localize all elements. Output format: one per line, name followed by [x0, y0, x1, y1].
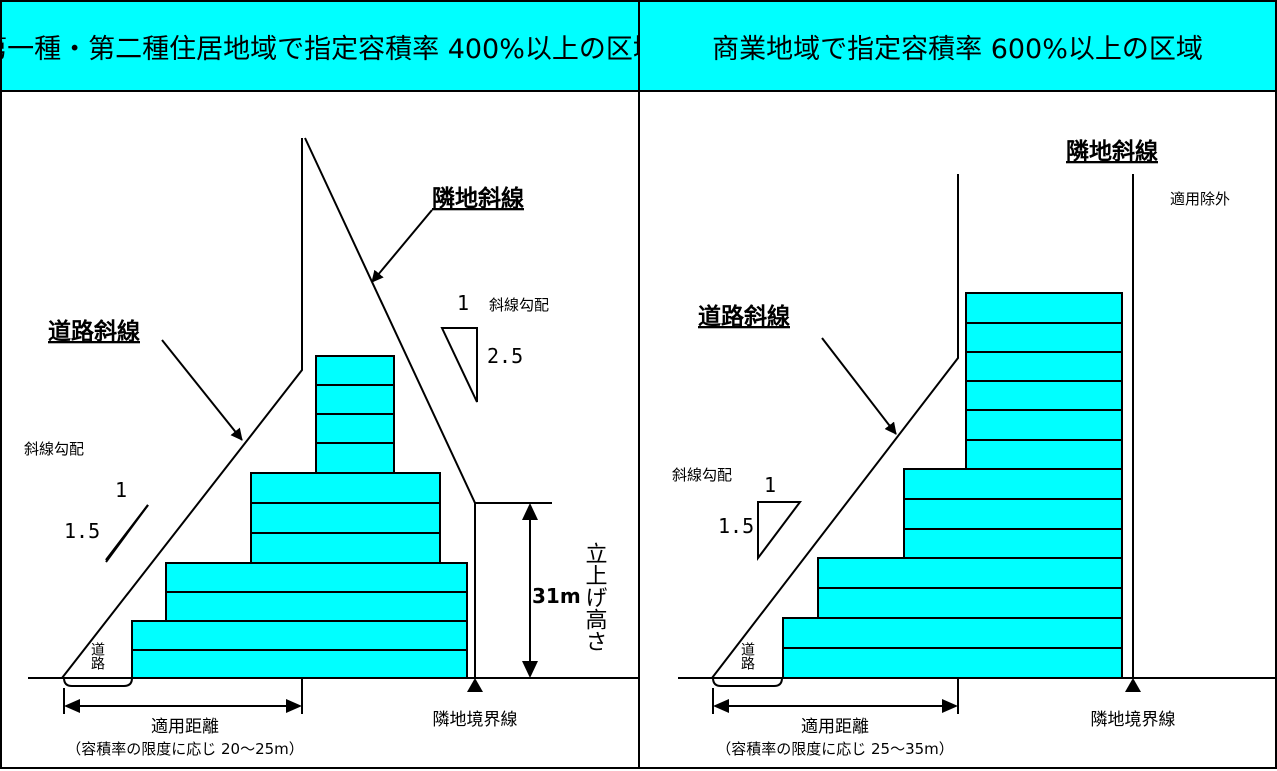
rise-height-arrow-down — [522, 661, 538, 678]
slope-label-left: 斜線勾配 — [24, 440, 84, 458]
boundary-label: 隣地境界線 — [1091, 710, 1176, 730]
road-slant-label: 道路斜線 — [48, 318, 140, 345]
building-floor — [165, 562, 468, 593]
road-brace — [712, 677, 783, 687]
neighbor-slant-label: 隣地斜線 — [432, 185, 524, 212]
applied-distance-note: （容積率の限度に応じ 25～35m） — [716, 740, 954, 758]
building-floor — [315, 413, 395, 444]
road-slope-rise: 1 — [764, 473, 776, 497]
building-floor — [250, 472, 441, 504]
panel-header: 第一種・第二種住居地域で指定容積率 400%以上の区域 — [0, 2, 660, 92]
road-slope-hypotenuse — [105, 504, 149, 561]
building-floor — [903, 468, 1123, 500]
building-floor — [131, 649, 468, 679]
neighbor-slant-label: 隣地斜線 — [1066, 138, 1158, 165]
building-floor — [965, 380, 1123, 411]
building-floor — [315, 355, 395, 386]
building-floor — [165, 591, 468, 622]
diagram-commercial: 道路斜線 隣地斜線 適用除外 斜線勾配 1 1.5 道路 適用距離 （容積率の限… — [672, 138, 1275, 758]
road-slant-line — [61, 138, 303, 679]
neighbor-slant-callout-arrow — [371, 209, 433, 283]
slope-label: 斜線勾配 — [672, 466, 732, 484]
building-floor — [965, 439, 1123, 470]
building-floor — [903, 528, 1123, 559]
applied-distance-label: 適用距離 — [801, 717, 869, 737]
road-slope-run: 1.5 — [64, 519, 100, 543]
boundary-label: 隣地境界線 — [433, 710, 518, 730]
road-slope-triangle — [757, 501, 802, 561]
exclusion-label: 適用除外 — [1170, 190, 1230, 208]
road-brace — [63, 677, 133, 687]
neighbor-slope-run: 2.5 — [487, 344, 523, 368]
road-slope-rise: 1 — [115, 478, 127, 502]
applied-distance-note: （容積率の限度に応じ 20～25m） — [66, 740, 304, 758]
panel-title: 第一種・第二種住居地域で指定容積率 400%以上の区域 — [0, 33, 660, 65]
building-floor — [965, 322, 1123, 353]
road-slant-line — [711, 174, 959, 679]
building-floor — [965, 409, 1123, 441]
panel-title: 商業地域で指定容積率 600%以上の区域 — [712, 33, 1203, 65]
applied-distance-arrow-right — [942, 699, 958, 713]
diagram-residential: 道路斜線 隣地斜線 斜線勾配 斜線勾配 1 1.5 1 2.5 31m 立上げ高… — [24, 137, 638, 758]
boundary-marker — [1125, 678, 1141, 692]
building-floor — [782, 647, 1123, 679]
road-label: 道路 — [89, 642, 105, 670]
neighbor-slope-rise: 1 — [457, 291, 469, 315]
building-floor — [250, 502, 441, 534]
boundary-marker — [467, 678, 483, 692]
panel-header: 商業地域で指定容積率 600%以上の区域 — [640, 2, 1275, 92]
road-slant-callout-arrow — [821, 337, 897, 435]
building-floor — [965, 292, 1123, 324]
rise-height-value: 31m — [532, 584, 581, 608]
rise-height-arrow-up — [522, 503, 538, 520]
neighbor-slope-triangle — [440, 327, 478, 403]
applied-distance-arrow-right — [286, 699, 302, 713]
road-slope-run: 1.5 — [718, 514, 754, 538]
building-floor — [965, 351, 1123, 382]
building-floor — [817, 557, 1123, 589]
building-floor — [131, 620, 468, 651]
building — [131, 355, 468, 679]
applied-distance-arrow-left — [713, 699, 729, 713]
building-floor — [782, 617, 1123, 649]
rise-height-label: 立上げ高さ — [582, 542, 607, 652]
applied-distance-label: 適用距離 — [151, 717, 219, 737]
building-floor — [250, 532, 441, 564]
applied-distance-arrow-left — [64, 699, 80, 713]
road-slant-callout-arrow — [161, 339, 243, 441]
road-label: 道路 — [739, 642, 755, 670]
panel-commercial: 道路斜線 隣地斜線 適用除外 斜線勾配 1 1.5 道路 適用距離 （容積率の限… — [638, 0, 1277, 769]
panel-residential: 道路斜線 隣地斜線 斜線勾配 斜線勾配 1 1.5 1 2.5 31m 立上げ高… — [0, 0, 660, 769]
building-floor — [315, 384, 395, 415]
building-floor — [315, 442, 395, 474]
slope-label-right: 斜線勾配 — [489, 296, 549, 314]
building — [782, 292, 1123, 679]
road-slant-label: 道路斜線 — [698, 303, 790, 330]
building-floor — [817, 587, 1123, 619]
building-floor — [903, 498, 1123, 530]
